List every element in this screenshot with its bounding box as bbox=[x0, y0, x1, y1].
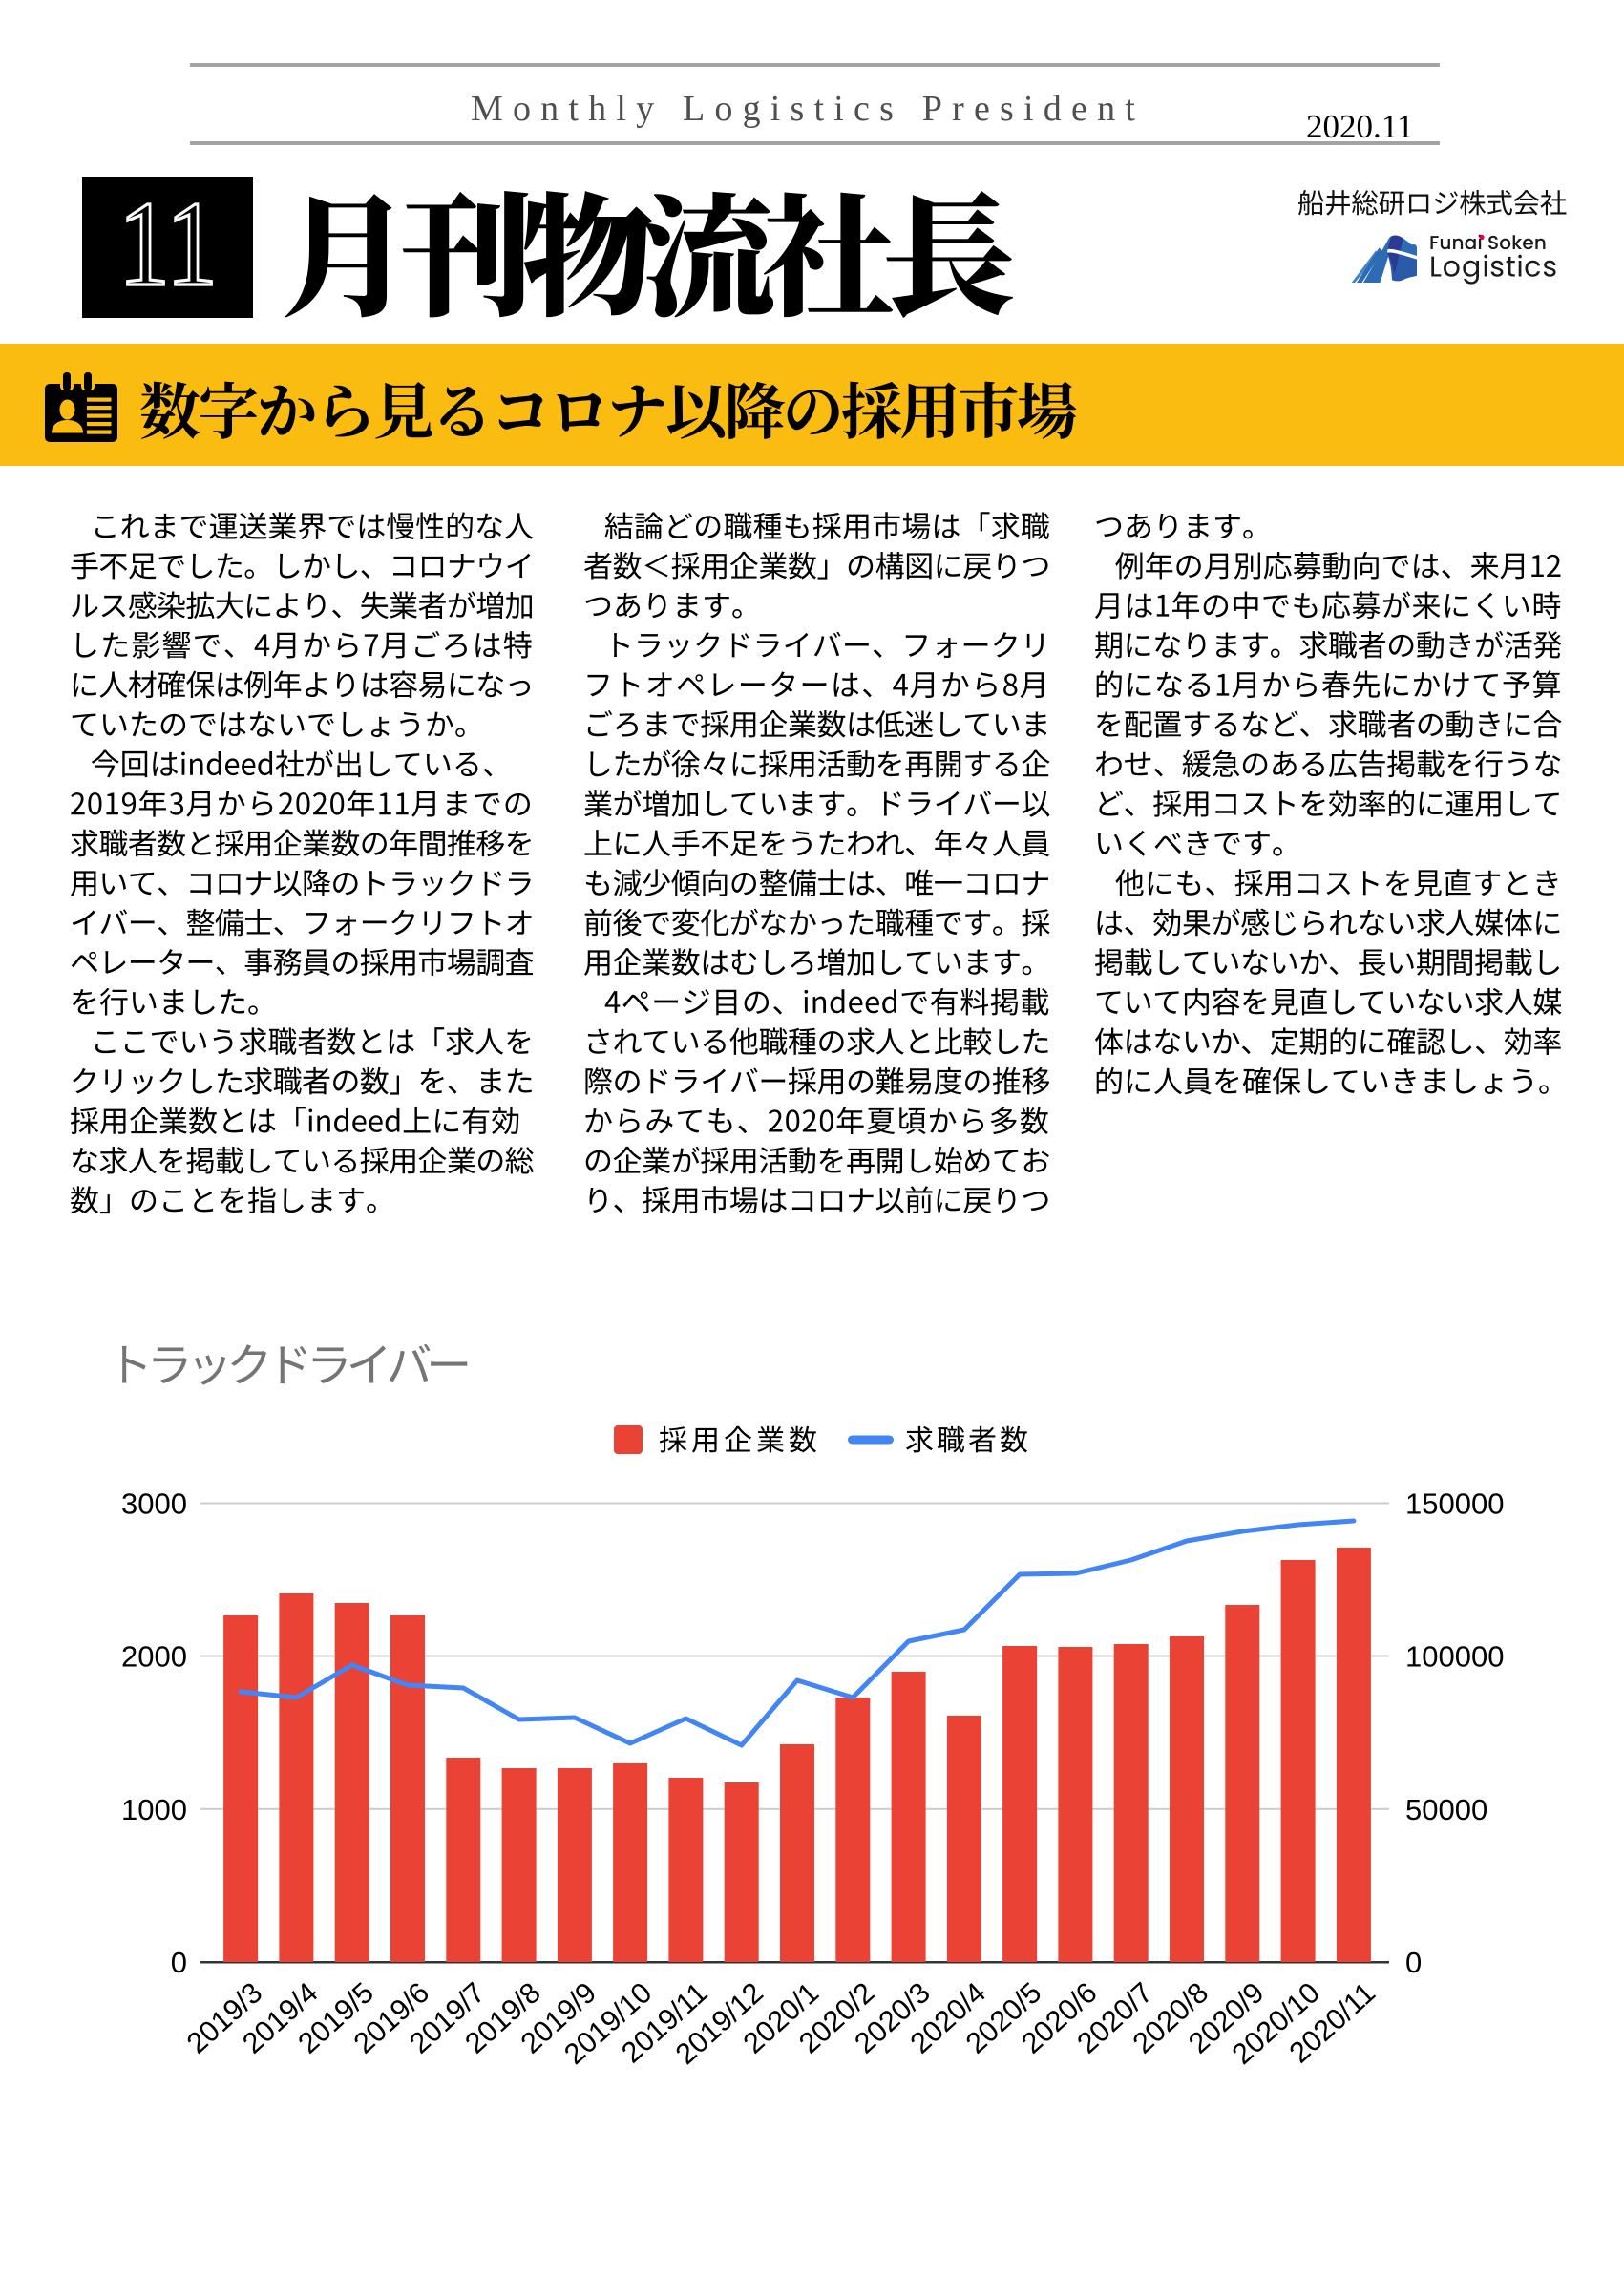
svg-text:2020.11: 2020.11 bbox=[1306, 108, 1413, 145]
svg-text:11: 11 bbox=[118, 178, 218, 311]
svg-text:2000: 2000 bbox=[121, 1640, 187, 1674]
svg-text:0: 0 bbox=[1405, 1946, 1422, 1979]
svg-text:150000: 150000 bbox=[1405, 1487, 1504, 1521]
svg-text:1000: 1000 bbox=[121, 1793, 187, 1826]
svg-text:50000: 50000 bbox=[1405, 1793, 1487, 1826]
svg-text:3000: 3000 bbox=[121, 1487, 187, 1521]
svg-text:Monthly Logistics President: Monthly Logistics President bbox=[471, 89, 1145, 129]
svg-text:100000: 100000 bbox=[1405, 1640, 1504, 1674]
svg-text:0: 0 bbox=[171, 1946, 187, 1979]
